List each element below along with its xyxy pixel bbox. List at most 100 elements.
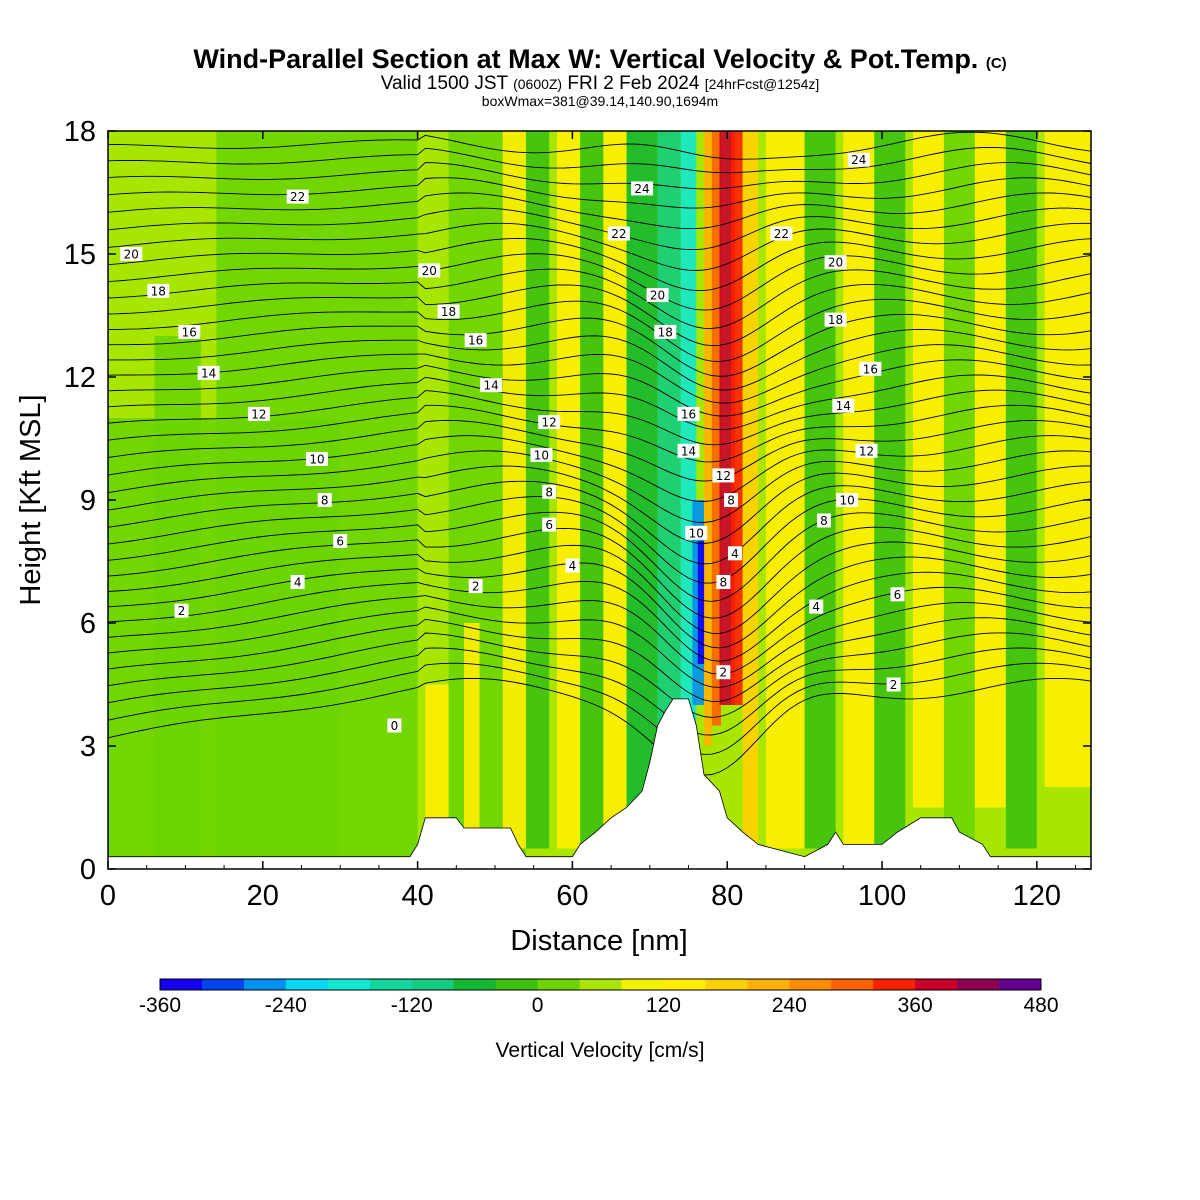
contour-label-box — [654, 324, 677, 339]
contour-label-box — [816, 513, 831, 528]
velocity-bands — [108, 131, 1091, 869]
y-tick-label: 12 — [64, 362, 96, 394]
theta-contour-line — [108, 435, 1091, 502]
contour-label-box — [538, 415, 561, 430]
velocity-band — [464, 623, 480, 849]
contour-label: 14 — [201, 366, 216, 380]
y-tick-label: 6 — [80, 608, 96, 640]
contour-label: 20 — [828, 256, 843, 270]
contour-label: 22 — [774, 227, 789, 241]
contour-label: 2 — [472, 580, 480, 594]
contour-label: 0 — [391, 719, 399, 733]
contour-label-box — [305, 452, 328, 466]
terrain — [108, 698, 1091, 869]
forecast-info: [24hrFcst@1254z] — [704, 76, 820, 92]
contour-label: 10 — [309, 453, 324, 467]
colorbar: -360 -240 -120 0 120 240 360 480 — [139, 978, 1059, 1017]
contour-label-box — [832, 398, 855, 413]
x-axis-label: Distance [nm] — [510, 925, 687, 957]
x-tick-label: 60 — [556, 880, 588, 912]
colorbar-swatch — [285, 979, 329, 990]
contour-label: 4 — [812, 600, 820, 614]
contour-label: 10 — [840, 494, 855, 508]
colorbar-swatch — [873, 979, 916, 990]
theta-contour-line — [108, 207, 1091, 251]
contour-label: 18 — [828, 313, 843, 327]
theta-contour-line — [108, 677, 1091, 776]
contour-label-box — [677, 406, 700, 421]
contour-label-box — [468, 579, 483, 594]
contour-label: 2 — [890, 678, 898, 692]
colorbar-swatch — [747, 979, 790, 990]
contour-label-box — [836, 493, 859, 507]
contour-label: 8 — [820, 514, 828, 528]
contour-label: 14 — [836, 399, 851, 413]
contour-label-box — [317, 493, 332, 507]
velocity-band — [843, 131, 875, 849]
velocity-band — [1044, 131, 1091, 787]
colorbar-swatch — [537, 979, 581, 990]
contour-labels: 0246810121416182022201816141210864224222… — [120, 152, 905, 733]
theta-contours — [108, 131, 1091, 776]
contour-label: 22 — [290, 190, 305, 204]
box-wmax-info: boxWmax=381@39.14,140.90,1694m — [481, 93, 719, 109]
theta-contour-line — [108, 496, 1091, 584]
contour-label-box — [174, 603, 189, 618]
contour-label: 12 — [716, 469, 731, 483]
theta-contour-line — [108, 131, 1091, 160]
velocity-band — [626, 131, 658, 849]
velocity-band — [525, 131, 550, 849]
theta-contour-line — [108, 662, 1091, 755]
contour-label: 4 — [294, 576, 302, 590]
velocity-band — [580, 131, 604, 849]
plot-area: 0246810121416182022201816141210864224222… — [108, 131, 1091, 869]
contour-label: 10 — [689, 526, 704, 540]
velocity-band — [943, 131, 975, 849]
contour-label-box — [542, 517, 557, 532]
contour-label-box — [333, 534, 348, 548]
colorbar-label: Vertical Velocity [cm/s] — [496, 1039, 705, 1062]
contour-label-box — [855, 443, 878, 458]
y-axis-label: Height [Kft MSL] — [15, 394, 47, 605]
contour-label-box — [437, 304, 460, 319]
chart-subtitle: Valid 1500 JST (0600Z) FRI 2 Feb 2024 [2… — [0, 73, 1200, 95]
colorbar-tick-label: 480 — [1023, 994, 1058, 1017]
contour-label: 6 — [336, 535, 344, 549]
y-tick-label: 18 — [64, 116, 96, 148]
colorbar-tick-label: -120 — [391, 994, 433, 1017]
velocity-band — [974, 131, 1006, 808]
contour-label-box — [464, 333, 487, 348]
theta-contour-line — [108, 526, 1091, 619]
colorbar-swatch — [915, 979, 958, 990]
theta-contour-line — [108, 480, 1091, 565]
theta-contour-line — [108, 541, 1091, 634]
contour-label: 8 — [321, 494, 329, 508]
y-tick-label: 0 — [80, 854, 96, 886]
contour-label-box — [565, 558, 580, 573]
velocity-band — [703, 131, 712, 746]
colorbar-swatch — [705, 979, 748, 990]
colorbar-tick-label: 0 — [532, 994, 544, 1017]
contour-label-box — [770, 226, 793, 241]
theta-contour-line — [108, 177, 1091, 209]
contour-label: 24 — [634, 182, 649, 196]
velocity-band — [719, 131, 735, 705]
contour-label-box — [286, 189, 309, 204]
contour-label: 18 — [151, 284, 166, 298]
colorbar-swatch — [495, 979, 539, 990]
contour-label: 6 — [545, 518, 553, 532]
y-tick-label: 3 — [80, 731, 96, 763]
contour-label: 16 — [468, 334, 483, 348]
theta-contour-line — [108, 647, 1091, 736]
contour-label: 10 — [534, 448, 549, 462]
theta-contour-line — [108, 511, 1091, 602]
contour-label: 18 — [441, 305, 456, 319]
contour-label: 16 — [863, 362, 878, 376]
contour-label: 18 — [658, 325, 673, 339]
theta-contour-line — [108, 420, 1091, 482]
contour-label: 8 — [545, 485, 553, 499]
colorbar-swatch — [453, 979, 497, 990]
contour-label-box — [197, 365, 220, 380]
contour-label: 12 — [859, 444, 874, 458]
